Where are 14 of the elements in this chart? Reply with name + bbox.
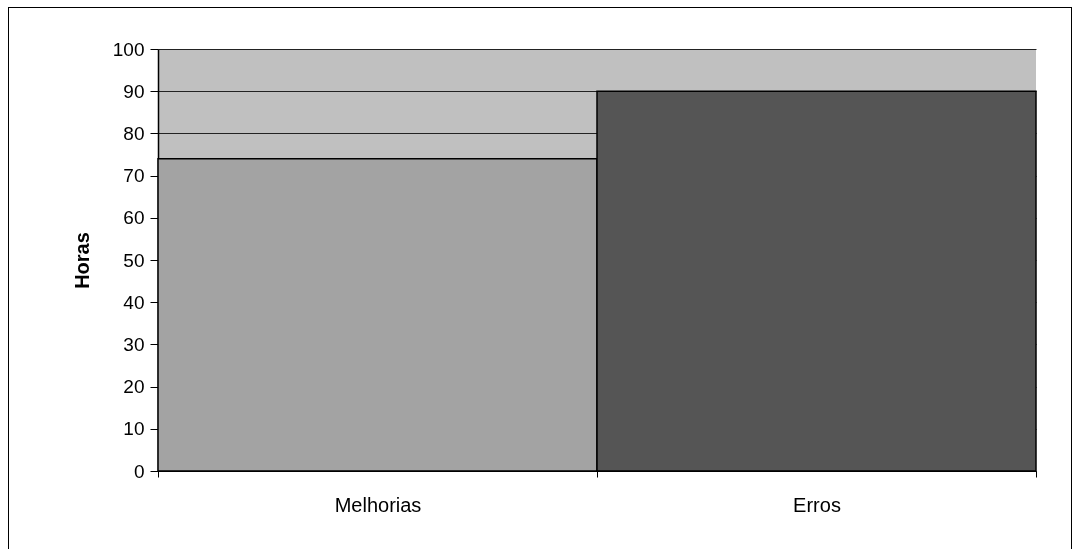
y-tick-label: 10 <box>123 418 145 440</box>
x-tick-label: Erros <box>793 493 841 516</box>
y-tick-label: 50 <box>123 249 145 271</box>
y-tick-label: 60 <box>123 207 145 229</box>
y-tick-label: 100 <box>112 38 145 60</box>
y-tick-label: 20 <box>123 376 145 398</box>
y-tick-label: 0 <box>133 460 145 482</box>
y-axis-title: Horas <box>70 232 93 289</box>
y-tick-label: 70 <box>123 165 145 187</box>
x-tick-label: Melhorias <box>334 493 422 516</box>
y-tick-label: 80 <box>123 122 145 144</box>
y-tick-label: 30 <box>123 333 145 355</box>
y-tick-label: 90 <box>123 80 145 102</box>
y-tick-label: 40 <box>123 291 145 313</box>
